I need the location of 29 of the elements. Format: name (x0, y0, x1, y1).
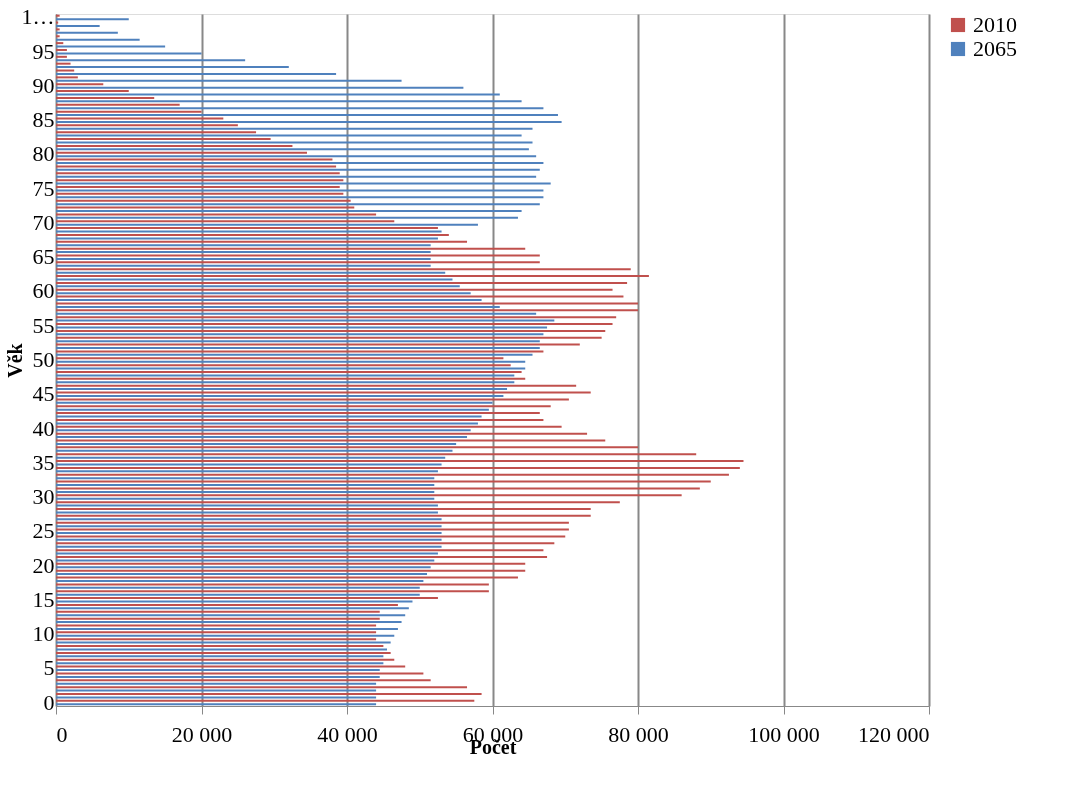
legend-label: 2065 (973, 36, 1017, 61)
x-tick-label: 100 000 (748, 721, 820, 747)
y-tick-label: 90 (32, 72, 55, 98)
x-tick-label: 20 000 (171, 721, 233, 747)
y-tick-label: 15 (32, 586, 55, 612)
legend-label: 2010 (973, 12, 1017, 37)
y-tick-label: 10 (32, 621, 55, 647)
y-tick-label: 80 (32, 141, 55, 167)
y-tick-label: 5 (43, 655, 55, 681)
y-tick-label: 95 (32, 38, 55, 64)
x-tick-label: 40 000 (317, 721, 378, 747)
y-tick-label: 85 (32, 107, 55, 133)
y-tick-label: 65 (32, 244, 55, 270)
y-tick-label: 1… (21, 4, 55, 30)
y-tick-label: 60 (32, 278, 55, 304)
y-tick-label: 75 (32, 175, 55, 201)
y-tick-label: 25 (32, 518, 55, 544)
y-tick-label: 40 (32, 415, 55, 441)
x-tick-label: 120 000 (858, 721, 930, 747)
y-tick-label: 35 (32, 449, 55, 475)
y-tick-label: 0 (43, 689, 55, 715)
y-axis-title: Věk (3, 342, 26, 378)
y-tick-label: 30 (32, 484, 55, 510)
x-tick-label: 80 000 (608, 721, 669, 747)
y-tick-label: 20 (32, 552, 55, 578)
y-tick-label: 70 (32, 209, 55, 235)
y-tick-label: 45 (32, 381, 55, 407)
y-tick-label: 55 (32, 312, 55, 338)
y-tick-label: 50 (32, 347, 55, 372)
